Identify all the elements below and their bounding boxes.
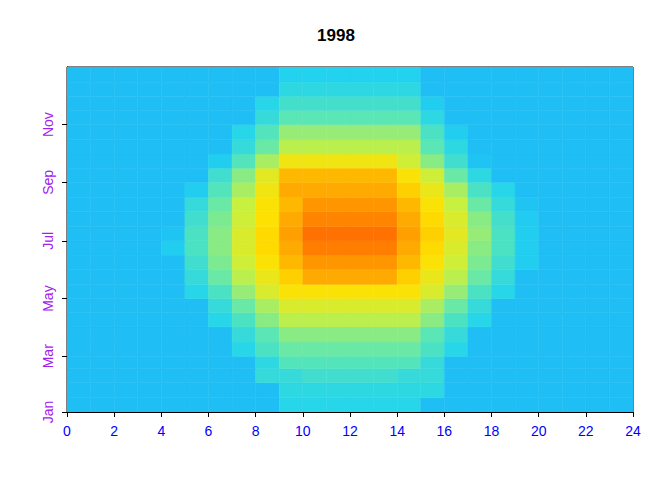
svg-text:22: 22 [578,423,594,439]
svg-text:14: 14 [389,423,405,439]
svg-text:Mar: Mar [40,344,56,368]
svg-text:4: 4 [157,423,165,439]
svg-text:1998: 1998 [317,26,355,45]
svg-text:Jul: Jul [40,232,56,250]
svg-text:10: 10 [295,423,311,439]
svg-text:18: 18 [484,423,500,439]
svg-text:6: 6 [205,423,213,439]
svg-text:20: 20 [531,423,547,439]
svg-text:8: 8 [252,423,260,439]
svg-text:0: 0 [63,423,71,439]
svg-text:24: 24 [625,423,641,439]
svg-text:Sep: Sep [40,170,56,195]
svg-text:12: 12 [342,423,358,439]
svg-text:2: 2 [110,423,118,439]
svg-text:Jan: Jan [40,401,56,424]
svg-text:May: May [40,285,56,311]
svg-text:Nov: Nov [40,112,56,137]
svg-text:16: 16 [437,423,453,439]
